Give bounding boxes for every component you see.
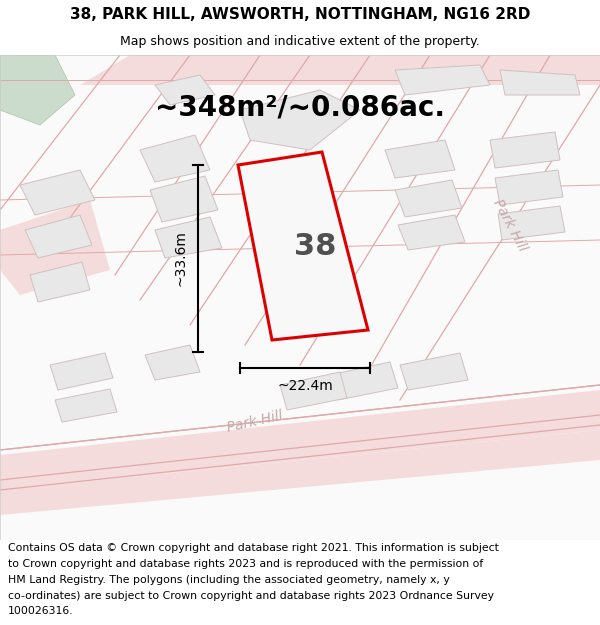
Polygon shape: [0, 390, 600, 490]
Polygon shape: [145, 345, 200, 380]
Text: Contains OS data © Crown copyright and database right 2021. This information is : Contains OS data © Crown copyright and d…: [8, 543, 499, 553]
Polygon shape: [140, 135, 210, 182]
Polygon shape: [0, 55, 600, 540]
Polygon shape: [0, 200, 110, 295]
Polygon shape: [155, 75, 215, 105]
Polygon shape: [30, 262, 90, 302]
Polygon shape: [498, 206, 565, 240]
Polygon shape: [398, 215, 465, 250]
Text: to Crown copyright and database rights 2023 and is reproduced with the permissio: to Crown copyright and database rights 2…: [8, 559, 483, 569]
Polygon shape: [330, 362, 398, 400]
Polygon shape: [395, 65, 490, 95]
Text: HM Land Registry. The polygons (including the associated geometry, namely x, y: HM Land Registry. The polygons (includin…: [8, 575, 449, 585]
Polygon shape: [495, 170, 563, 205]
Polygon shape: [0, 430, 600, 515]
Text: Park Hill: Park Hill: [490, 196, 530, 254]
Text: Park Hill: Park Hill: [226, 409, 284, 435]
Polygon shape: [400, 353, 468, 390]
Text: 38: 38: [294, 232, 336, 261]
Polygon shape: [240, 90, 360, 150]
Polygon shape: [395, 180, 462, 217]
Polygon shape: [150, 176, 218, 222]
Polygon shape: [20, 170, 95, 215]
Polygon shape: [155, 217, 222, 258]
Text: ~348m²/~0.086ac.: ~348m²/~0.086ac.: [155, 94, 445, 122]
Polygon shape: [490, 132, 560, 168]
Text: 100026316.: 100026316.: [8, 606, 73, 616]
Polygon shape: [500, 70, 580, 95]
Polygon shape: [80, 55, 600, 85]
Polygon shape: [385, 140, 455, 178]
Polygon shape: [280, 372, 347, 410]
Text: ~33.6m: ~33.6m: [173, 231, 187, 286]
Text: 38, PARK HILL, AWSWORTH, NOTTINGHAM, NG16 2RD: 38, PARK HILL, AWSWORTH, NOTTINGHAM, NG1…: [70, 8, 530, 22]
Polygon shape: [50, 353, 113, 390]
Polygon shape: [238, 152, 368, 340]
Polygon shape: [55, 389, 117, 422]
Text: co-ordinates) are subject to Crown copyright and database rights 2023 Ordnance S: co-ordinates) are subject to Crown copyr…: [8, 591, 494, 601]
Text: Map shows position and indicative extent of the property.: Map shows position and indicative extent…: [120, 35, 480, 48]
Polygon shape: [25, 215, 92, 258]
Text: ~22.4m: ~22.4m: [277, 379, 333, 393]
Polygon shape: [0, 55, 75, 125]
